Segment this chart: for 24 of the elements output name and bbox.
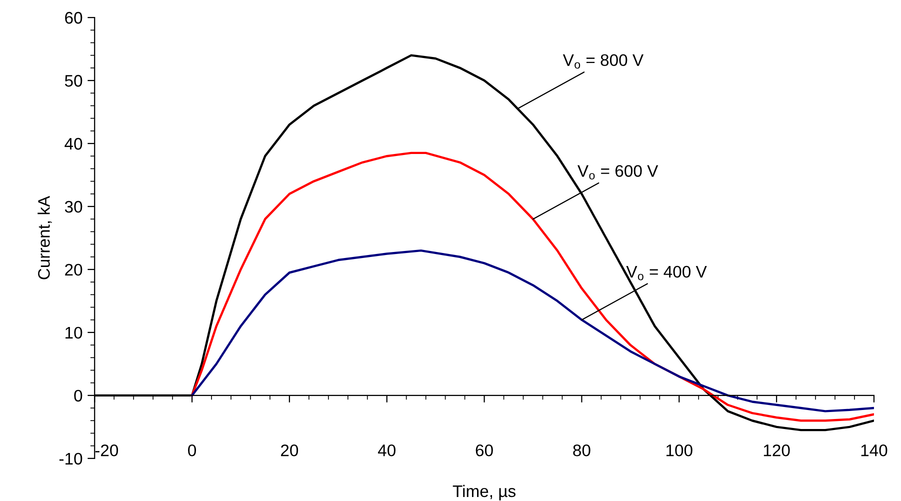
y-tick-label: 0 — [74, 390, 82, 402]
x-tick-label: 20 — [281, 444, 298, 456]
x-tick-label: 120 — [764, 444, 790, 456]
annotation: V$_{o}$ = 800 V — [562, 54, 644, 69]
line-series — [190, 152, 874, 422]
annotation: V$_{o}$ = 400 V — [626, 266, 707, 280]
line-series — [190, 249, 874, 412]
x-tick-label: 140 — [861, 444, 888, 456]
x-tick-label: 0 — [188, 444, 196, 456]
y-tick-label: 50 — [64, 74, 82, 87]
x-tick-label: 40 — [378, 444, 396, 456]
x-tick-label: 100 — [666, 444, 692, 456]
y-tick-label: 20 — [65, 264, 82, 276]
annotation: V$_{o}$ = 600 V — [578, 165, 658, 180]
x-tick-label: 80 — [573, 444, 590, 456]
x-tick-label: 60 — [476, 444, 493, 456]
y-axis-title: Current, kA — [38, 196, 52, 280]
y-tick-label: -10 — [59, 452, 82, 465]
y-tick-label: 30 — [64, 200, 82, 213]
y-tick-label: 10 — [66, 326, 82, 339]
y-tick-label: 40 — [64, 138, 82, 150]
x-axis-title: Time, µs — [452, 484, 516, 500]
y-tick-label: 60 — [65, 12, 82, 24]
x-tick-label: -20 — [95, 444, 118, 456]
